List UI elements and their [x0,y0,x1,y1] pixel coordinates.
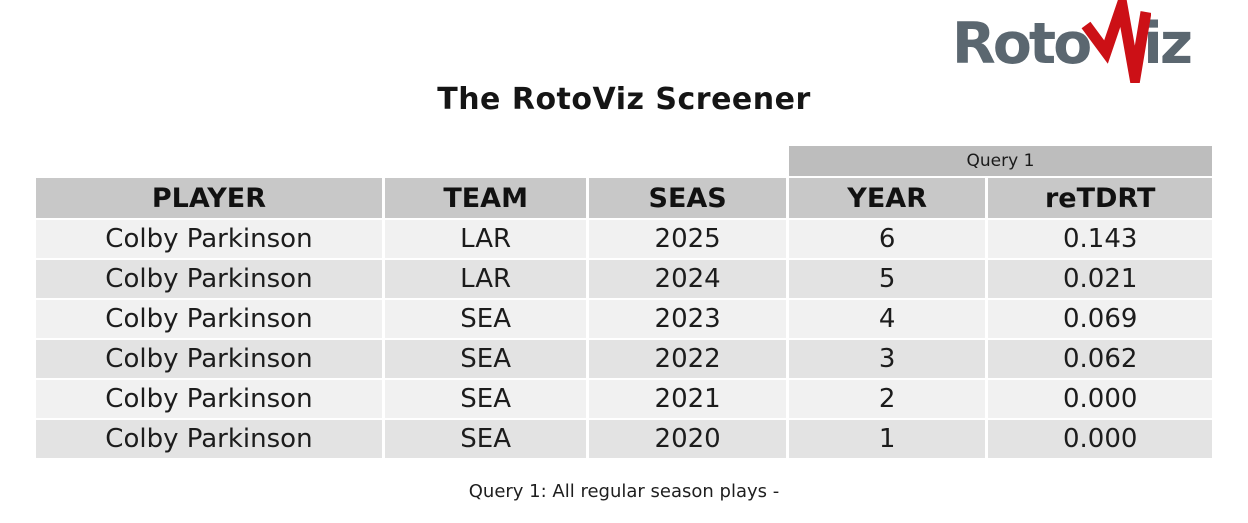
cell-retdrt: 0.000 [988,380,1212,418]
cell-seas: 2021 [589,380,786,418]
cell-retdrt: 0.062 [988,340,1212,378]
cell-team: SEA [384,380,587,418]
logo-text-iz: iz [1143,11,1193,77]
column-header-seas: SEAS [589,178,786,218]
cell-seas: 2020 [589,420,786,458]
cell-player: Colby Parkinson [36,260,382,298]
page-title: The RotoViz Screener [437,82,811,117]
column-header-team: TEAM [384,178,587,218]
logo-text-roto: Roto [951,11,1092,77]
cell-year: 2 [788,380,986,418]
column-header-retdrt: reTDRT [988,178,1212,218]
cell-year: 4 [788,300,986,338]
cell-seas: 2025 [589,220,786,258]
cell-player: Colby Parkinson [36,340,382,378]
cell-retdrt: 0.000 [988,420,1212,458]
table-row: Colby Parkinson LAR 2025 6 0.143 [36,220,1212,258]
table-row: Colby Parkinson SEA 2020 1 0.000 [36,420,1212,458]
table-row: Colby Parkinson SEA 2022 3 0.062 [36,340,1212,378]
screener-table: Query 1 PLAYER TEAM SEAS YEAR reTDRT Col… [33,144,1215,460]
column-header-row: PLAYER TEAM SEAS YEAR reTDRT [36,178,1212,218]
table-row: Colby Parkinson LAR 2024 5 0.021 [36,260,1212,298]
cell-team: SEA [384,340,587,378]
cell-retdrt: 0.021 [988,260,1212,298]
cell-year: 6 [788,220,986,258]
table-row: Colby Parkinson SEA 2021 2 0.000 [36,380,1212,418]
query-caption: Query 1: All regular season plays - [468,481,780,502]
cell-team: SEA [384,300,587,338]
cell-player: Colby Parkinson [36,380,382,418]
cell-team: SEA [384,420,587,458]
cell-year: 1 [788,420,986,458]
pulse-v-icon [1081,0,1152,111]
column-header-year: YEAR [788,178,986,218]
column-header-player: PLAYER [36,178,382,218]
cell-player: Colby Parkinson [36,300,382,338]
query-group-header: Query 1 [788,146,1212,176]
cell-team: LAR [384,220,587,258]
table-row: Colby Parkinson SEA 2023 4 0.069 [36,300,1212,338]
cell-retdrt: 0.069 [988,300,1212,338]
cell-seas: 2024 [589,260,786,298]
cell-player: Colby Parkinson [36,220,382,258]
cell-team: LAR [384,260,587,298]
cell-seas: 2023 [589,300,786,338]
query-group-row: Query 1 [36,146,1212,176]
cell-player: Colby Parkinson [36,420,382,458]
cell-year: 3 [788,340,986,378]
cell-seas: 2022 [589,340,786,378]
cell-year: 5 [788,260,986,298]
cell-retdrt: 0.143 [988,220,1212,258]
rotoviz-logo: Roto iz [951,0,1193,111]
query-group-spacer [36,146,786,176]
